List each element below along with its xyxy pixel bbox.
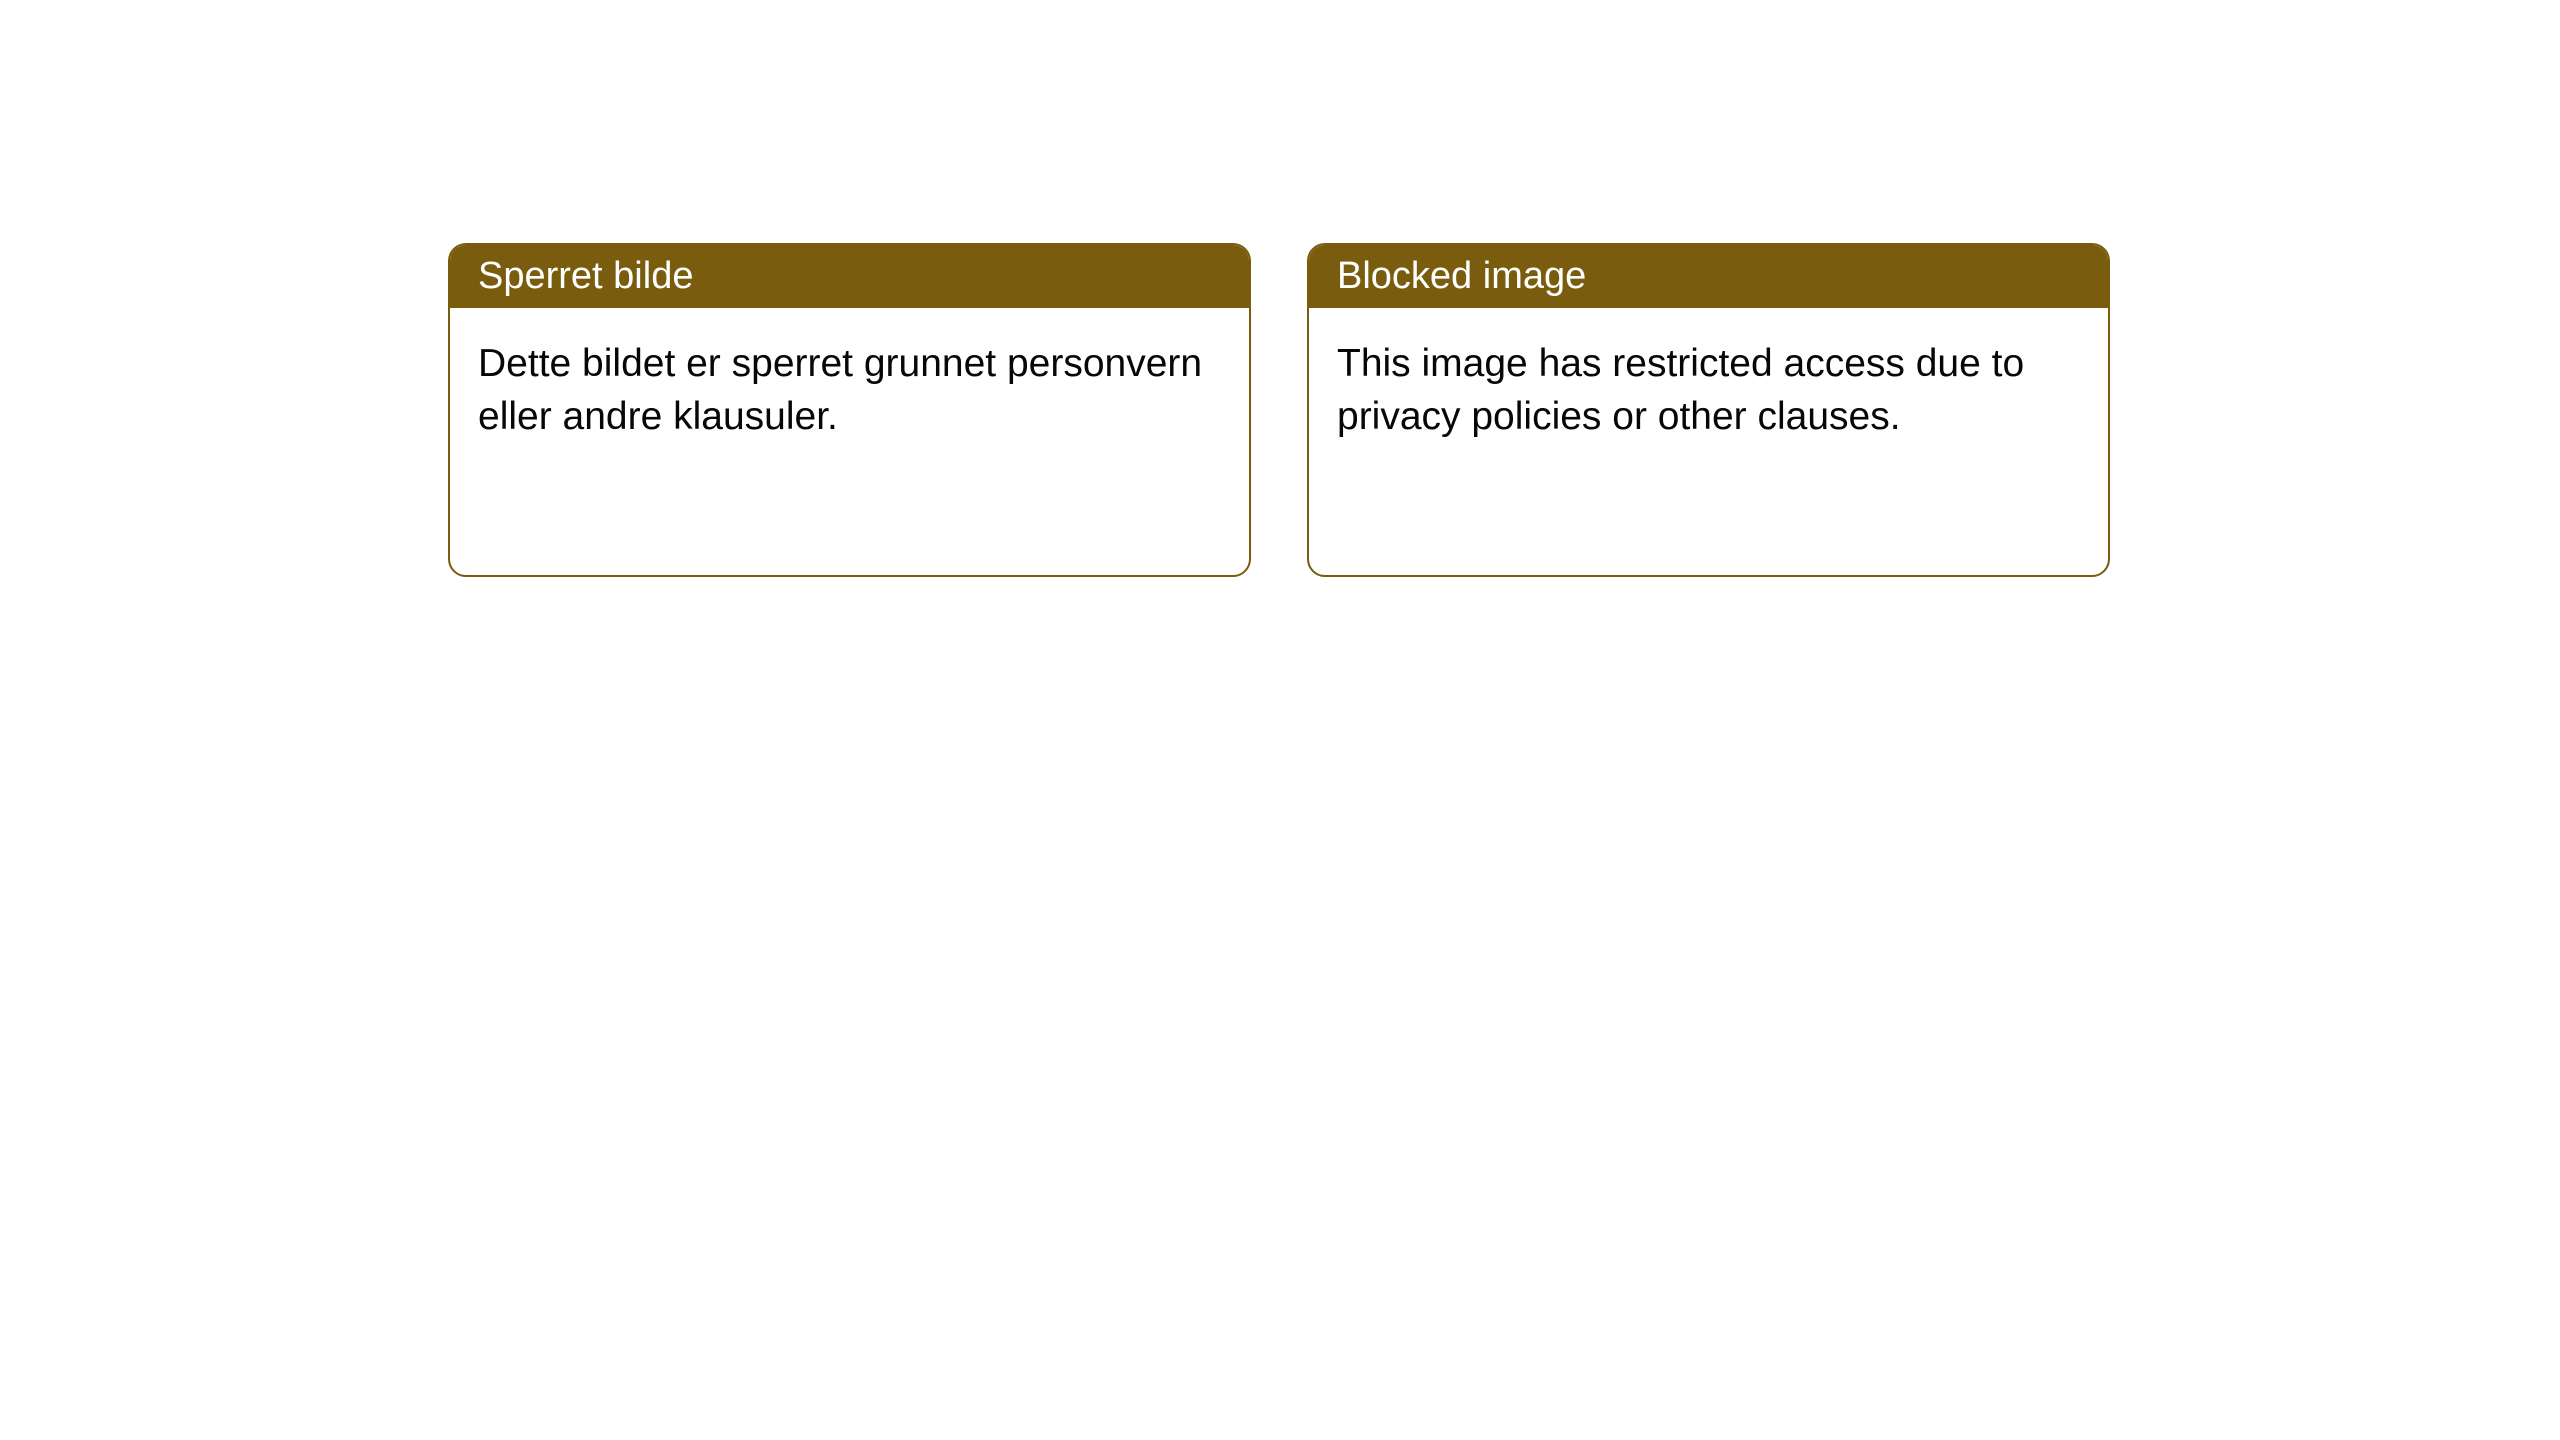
blocked-image-card-norwegian: Sperret bilde Dette bildet er sperret gr… <box>448 243 1251 577</box>
card-body-norwegian: Dette bildet er sperret grunnet personve… <box>450 308 1249 473</box>
card-header-english: Blocked image <box>1309 245 2108 308</box>
blocked-image-cards: Sperret bilde Dette bildet er sperret gr… <box>448 243 2110 577</box>
card-body-english: This image has restricted access due to … <box>1309 308 2108 473</box>
card-header-norwegian: Sperret bilde <box>450 245 1249 308</box>
blocked-image-card-english: Blocked image This image has restricted … <box>1307 243 2110 577</box>
